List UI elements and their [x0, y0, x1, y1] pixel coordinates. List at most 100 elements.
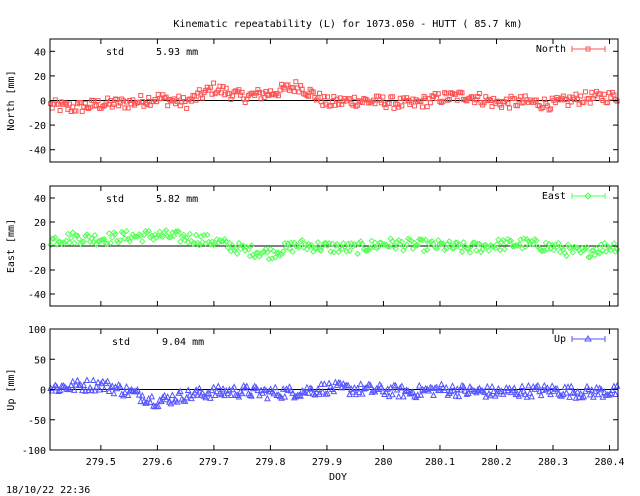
data-point — [320, 102, 326, 108]
data-point — [351, 384, 358, 391]
data-point — [171, 96, 177, 102]
data-point — [506, 237, 513, 245]
data-point — [587, 100, 593, 106]
data-point — [580, 392, 588, 400]
data-point — [547, 390, 554, 398]
x-axis-label: DOY — [329, 472, 347, 483]
data-point — [506, 105, 512, 111]
data-point — [299, 86, 305, 92]
data-point — [217, 83, 223, 89]
data-point — [571, 97, 577, 103]
data-point — [442, 245, 450, 252]
data-point — [574, 387, 581, 395]
data-point — [291, 88, 297, 94]
data-point — [314, 385, 322, 392]
data-point — [199, 95, 205, 101]
data-point — [493, 241, 501, 248]
data-point — [67, 381, 75, 388]
data-point — [308, 242, 315, 249]
data-point — [438, 240, 445, 247]
data-point — [589, 89, 595, 95]
data-point — [104, 240, 111, 247]
data-point — [335, 248, 342, 256]
data-point — [512, 242, 520, 249]
data-point — [53, 383, 61, 390]
data-point — [306, 384, 314, 392]
data-point — [186, 230, 194, 238]
data-point — [109, 234, 116, 241]
data-point — [411, 239, 418, 247]
data-point — [596, 249, 603, 257]
data-point — [161, 228, 168, 236]
data-point — [454, 97, 460, 103]
data-point — [395, 392, 403, 400]
data-point — [605, 391, 613, 398]
data-point — [613, 246, 621, 253]
data-point — [397, 241, 404, 248]
data-point — [108, 382, 116, 389]
data-point — [455, 392, 463, 400]
data-point — [297, 238, 304, 245]
data-point — [175, 389, 183, 396]
data-point — [552, 100, 558, 106]
data-point — [120, 98, 126, 104]
data-point — [112, 230, 119, 238]
data-point — [317, 380, 325, 387]
data-point — [480, 388, 488, 395]
data-point — [586, 390, 594, 398]
data-point — [85, 233, 92, 240]
data-point — [457, 244, 464, 251]
data-point — [75, 235, 83, 243]
data-point — [324, 389, 331, 397]
data-point — [533, 383, 540, 390]
data-point — [161, 391, 168, 399]
data-point — [363, 247, 371, 254]
data-point — [533, 237, 540, 244]
data-point — [386, 243, 393, 250]
data-point — [544, 384, 551, 391]
data-point — [414, 391, 422, 398]
data-point — [514, 103, 520, 109]
data-point — [69, 229, 76, 236]
data-point — [222, 92, 228, 98]
data-point — [80, 238, 88, 245]
data-point — [387, 235, 395, 242]
data-point — [423, 246, 431, 254]
data-point — [567, 94, 573, 100]
data-point — [548, 106, 554, 112]
data-point — [258, 96, 264, 102]
data-point — [368, 237, 376, 245]
data-point — [548, 382, 556, 389]
data-point — [357, 238, 364, 245]
data-point — [518, 382, 526, 390]
data-point — [572, 244, 580, 252]
data-point — [197, 391, 205, 398]
data-point — [61, 239, 69, 247]
data-point — [210, 383, 217, 391]
data-point — [139, 238, 146, 245]
data-point — [537, 391, 545, 399]
data-point — [386, 100, 392, 106]
data-point — [455, 241, 463, 248]
data-point — [597, 91, 603, 97]
data-point — [485, 247, 493, 254]
data-point — [246, 391, 254, 398]
data-point — [612, 390, 619, 397]
data-points-up — [47, 376, 621, 410]
data-point — [362, 384, 369, 391]
data-point — [99, 236, 106, 243]
data-point — [300, 388, 308, 395]
data-point — [211, 391, 219, 398]
data-point — [397, 95, 403, 101]
data-point — [569, 388, 577, 396]
data-point — [509, 243, 516, 250]
data-point — [401, 243, 409, 251]
data-point — [489, 104, 495, 110]
data-point — [295, 243, 303, 251]
data-point — [192, 231, 200, 239]
data-point — [154, 402, 162, 409]
data-point — [279, 248, 287, 255]
data-point — [159, 393, 167, 401]
data-point — [262, 386, 270, 394]
data-point — [488, 242, 496, 250]
